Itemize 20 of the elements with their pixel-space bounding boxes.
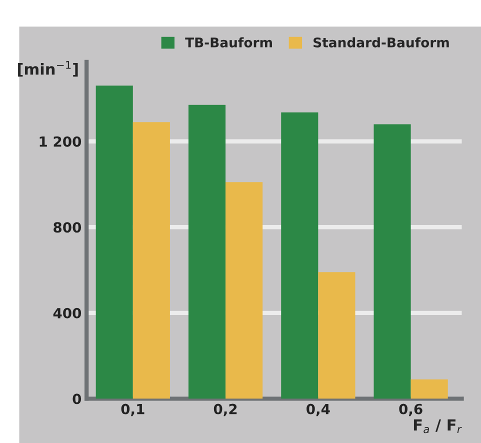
y-axis-title: [min$^{−1}$] bbox=[18, 60, 78, 77]
legend-label: TB-Bauform bbox=[185, 37, 272, 48]
y-tick-label: 800 bbox=[54, 222, 82, 233]
bar bbox=[318, 272, 356, 399]
bar bbox=[132, 122, 170, 399]
legend-label: Standard-Bauform bbox=[314, 37, 449, 48]
x-tick-label: 0,1 bbox=[121, 404, 144, 416]
x-tick-label: 0,2 bbox=[214, 404, 237, 416]
x-tick-label: 0,6 bbox=[399, 404, 422, 416]
y-tick-label: 400 bbox=[53, 308, 82, 318]
bar bbox=[226, 182, 263, 399]
y-tick-label: 0 bbox=[72, 394, 82, 404]
bar bbox=[281, 112, 318, 399]
bar bbox=[96, 86, 133, 399]
x-axis-title: F$_{a}$ / F$_{r}$ bbox=[414, 419, 462, 434]
bar bbox=[374, 124, 411, 399]
x-tick-label: 0,4 bbox=[306, 404, 330, 416]
bar bbox=[188, 104, 226, 399]
y-tick-label: 1 200 bbox=[40, 136, 82, 147]
bar bbox=[410, 379, 448, 399]
